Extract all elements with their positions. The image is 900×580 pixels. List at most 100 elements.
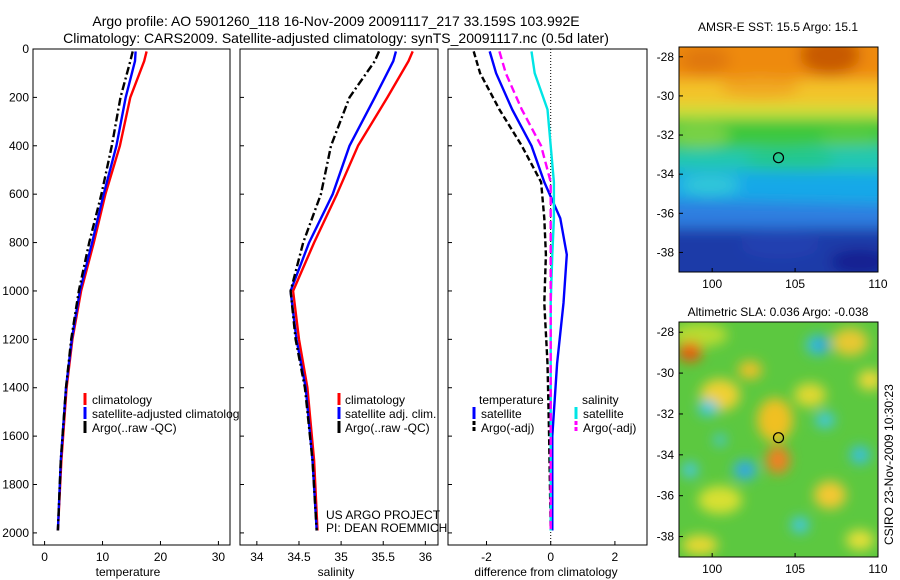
legend-label: climatology (345, 393, 405, 407)
depth-tick: 600 (9, 187, 29, 201)
lat-tick-label: -30 (657, 366, 675, 380)
legend-label: Argo(..raw -QC) (92, 421, 177, 435)
lat-tick-label: -38 (657, 530, 675, 544)
lon-tick-label: 110 (868, 277, 887, 291)
lon-tick-label: 100 (702, 277, 722, 291)
series-line-diff-3 (498, 51, 552, 531)
lon-tick-label: 110 (868, 562, 887, 576)
salinity-axes-box (239, 48, 439, 546)
temperature-series (56, 51, 148, 531)
difference-series (472, 51, 568, 531)
temperature-x-ticks: 0 10 20 30 (41, 550, 225, 564)
depth-tick: 1200 (2, 332, 29, 346)
series-line-sal-2 (289, 50, 381, 531)
header-line-1: Argo profile: AO 5901260_118 16-Nov-2009… (92, 13, 579, 29)
legend-label: satellite (583, 407, 624, 421)
depth-tick: 0 (22, 42, 29, 56)
difference-x-ticks: -2 0 2 (481, 550, 618, 564)
depth-tick-labels: 0 200 400 600 800 1000 1200 1400 1600 18… (2, 42, 29, 540)
sst-field (679, 47, 878, 272)
lat-tick-label: -38 (657, 245, 675, 259)
temperature-axes-box (32, 48, 231, 546)
x-tick-label: 20 (154, 550, 168, 564)
argo-float-marker (772, 152, 785, 164)
temperature-legend: climatology satellite-adjusted climatolo… (83, 393, 245, 435)
lon-tick-label: 100 (702, 562, 722, 576)
series-line-diff-2 (530, 51, 556, 531)
legend-label: Argo(..raw -QC) (345, 421, 430, 435)
sla-lat-ticks: -28 -30 -32 -34 -36 -38 (657, 325, 675, 543)
legend-title-salinity: salinity (582, 393, 619, 407)
lat-tick-label: -34 (657, 448, 675, 462)
series-line-sal-0 (291, 50, 414, 531)
sla-map-title: Altimetric SLA: 0.036 Argo: -0.038 (688, 305, 869, 319)
lat-tick-label: -32 (657, 128, 675, 142)
legend-label: satellite (481, 407, 522, 421)
depth-tick: 200 (9, 90, 29, 104)
difference-panel: -2 0 2 difference from climatology tempe… (447, 48, 648, 579)
salinity-series (289, 50, 414, 531)
salinity-x-label: salinity (318, 565, 355, 579)
lat-tick-label: -34 (657, 167, 675, 181)
x-tick-label: 34 (250, 550, 264, 564)
x-tick-label: -2 (481, 550, 492, 564)
sla-map-frame (678, 321, 879, 558)
lon-tick-label: 105 (785, 562, 805, 576)
lat-tick-label: -30 (657, 89, 675, 103)
sst-map-panel: AMSR-E SST: 15.5 Argo: 15.1 (657, 20, 888, 291)
x-tick-label: 2 (612, 550, 619, 564)
depth-tick: 800 (9, 236, 29, 250)
difference-legend: temperature satellite Argo(-adj) salinit… (472, 393, 636, 435)
argo-float-marker (772, 432, 785, 444)
pi-annotation: PI: DEAN ROEMMICH (326, 521, 447, 535)
depth-tick: 2000 (2, 526, 29, 540)
sla-field (679, 322, 878, 557)
depth-tick: 1800 (2, 478, 29, 492)
legend-label: Argo(-adj) (481, 421, 534, 435)
legend-label: satellite-adjusted climatology (92, 407, 245, 421)
lat-tick-label: -36 (657, 489, 675, 503)
salinity-panel: 34 34.5 35 35.5 36 salinity climatology … (239, 48, 447, 579)
difference-axes-box (447, 48, 648, 546)
salinity-x-ticks: 34 34.5 35 35.5 36 (250, 550, 432, 564)
x-tick-label: 0 (547, 550, 554, 564)
series-line-temp-2 (56, 51, 134, 531)
project-annotation: US ARGO PROJECT (326, 508, 441, 522)
x-tick-label: 36 (419, 550, 433, 564)
series-line-diff-1 (472, 51, 552, 531)
header-line-2: Climatology: CARS2009. Satellite-adjuste… (63, 30, 609, 46)
legend-label: satellite adj. clim. (345, 407, 436, 421)
depth-tick: 1400 (2, 381, 29, 395)
legend-label: climatology (92, 393, 152, 407)
sst-map-frame (678, 46, 879, 273)
x-tick-label: 0 (41, 550, 48, 564)
x-tick-label: 35 (334, 550, 348, 564)
x-tick-label: 30 (212, 550, 226, 564)
series-line-diff-0 (488, 51, 568, 531)
x-tick-label: 34.5 (287, 550, 311, 564)
x-tick-label: 35.5 (372, 550, 396, 564)
series-line-temp-1 (56, 51, 137, 531)
sla-map-panel: Altimetric SLA: 0.036 Argo: -0.038 (657, 305, 888, 576)
sla-lon-ticks: 100 105 110 (702, 562, 888, 576)
difference-x-label: difference from climatology (474, 565, 617, 579)
temperature-panel: 0 200 400 600 800 1000 1200 1400 1600 18… (2, 42, 245, 579)
temperature-x-label: temperature (96, 565, 161, 579)
depth-tick: 400 (9, 139, 29, 153)
salinity-legend: climatology satellite adj. clim. Argo(..… (337, 393, 436, 435)
lat-tick-label: -28 (657, 50, 675, 64)
sst-map-title: AMSR-E SST: 15.5 Argo: 15.1 (698, 20, 858, 34)
x-tick-label: 10 (96, 550, 110, 564)
csiro-timestamp: CSIRO 23-Nov-2009 10:30:23 (882, 384, 896, 545)
lat-tick-label: -28 (657, 325, 675, 339)
lat-tick-label: -32 (657, 407, 675, 421)
legend-label: Argo(-adj) (583, 421, 636, 435)
sst-lon-ticks: 100 105 110 (702, 277, 888, 291)
lon-tick-label: 105 (785, 277, 805, 291)
depth-tick: 1000 (2, 284, 29, 298)
legend-title-temperature: temperature (479, 393, 544, 407)
depth-tick: 1600 (2, 429, 29, 443)
lat-tick-label: -36 (657, 206, 675, 220)
sst-lat-ticks: -28 -30 -32 -34 -36 -38 (657, 50, 675, 260)
